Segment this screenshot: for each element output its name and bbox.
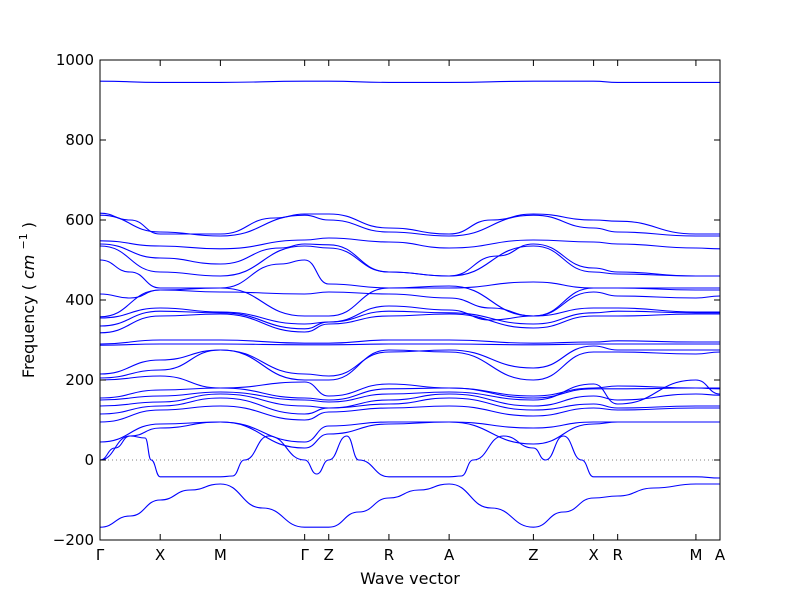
y-axis-label-unit-exponent: −1 [17, 233, 30, 249]
band-line-4 [99, 237, 721, 250]
band-line-16 [99, 349, 721, 381]
band-line-3 [99, 214, 720, 237]
x-tick-label: Z [324, 546, 334, 564]
x-tick-label: R [384, 546, 394, 564]
y-axis-label-unit-close: ) [19, 222, 38, 228]
y-tick-label: −200 [53, 531, 94, 549]
band-line-10 [99, 305, 720, 325]
band-line-14 [99, 343, 720, 346]
x-tick-label: Γ [96, 546, 105, 564]
band-line-1 [99, 80, 720, 83]
y-tick-label: 0 [84, 451, 94, 469]
band-line-12 [99, 313, 720, 334]
band-line-9 [99, 285, 720, 318]
band-line-26 [99, 483, 720, 528]
y-axis-ticks: 1000 800 600 400 200 0 −200 [53, 51, 720, 549]
x-tick-label: Z [528, 546, 538, 564]
y-tick-label: 400 [65, 291, 94, 309]
x-tick-label: Γ [300, 546, 309, 564]
x-tick-label: X [155, 546, 165, 564]
band-line-19 [99, 379, 721, 405]
x-axis-label: Wave vector [360, 569, 460, 588]
x-tick-label: M [214, 546, 227, 564]
y-axis-label-text: Frequency [19, 295, 38, 378]
y-tick-label: 600 [65, 211, 94, 229]
x-tick-label: A [444, 546, 455, 564]
x-tick-label: A [715, 546, 726, 564]
band-line-25 [99, 435, 721, 479]
band-line-18 [99, 387, 721, 401]
y-tick-label: 200 [65, 371, 94, 389]
band-line-6 [99, 245, 720, 277]
y-axis-label-unit: cm [19, 255, 38, 279]
y-axis-label-unit-open: ( [19, 284, 38, 290]
y-axis-label: Frequency ( cm −1 ) [12, 222, 38, 378]
y-tick-label: 1000 [56, 51, 94, 69]
band-line-11 [99, 310, 720, 330]
x-tick-label: M [689, 546, 702, 564]
band-line-22 [99, 405, 720, 423]
band-line-13 [99, 339, 720, 345]
band-line-21 [99, 397, 720, 415]
y-tick-label: 800 [65, 131, 94, 149]
x-tick-label: X [588, 546, 598, 564]
x-tick-label: R [612, 546, 622, 564]
band-line-20 [99, 393, 721, 409]
band-line-24 [99, 421, 720, 461]
phonon-bands [99, 80, 721, 528]
